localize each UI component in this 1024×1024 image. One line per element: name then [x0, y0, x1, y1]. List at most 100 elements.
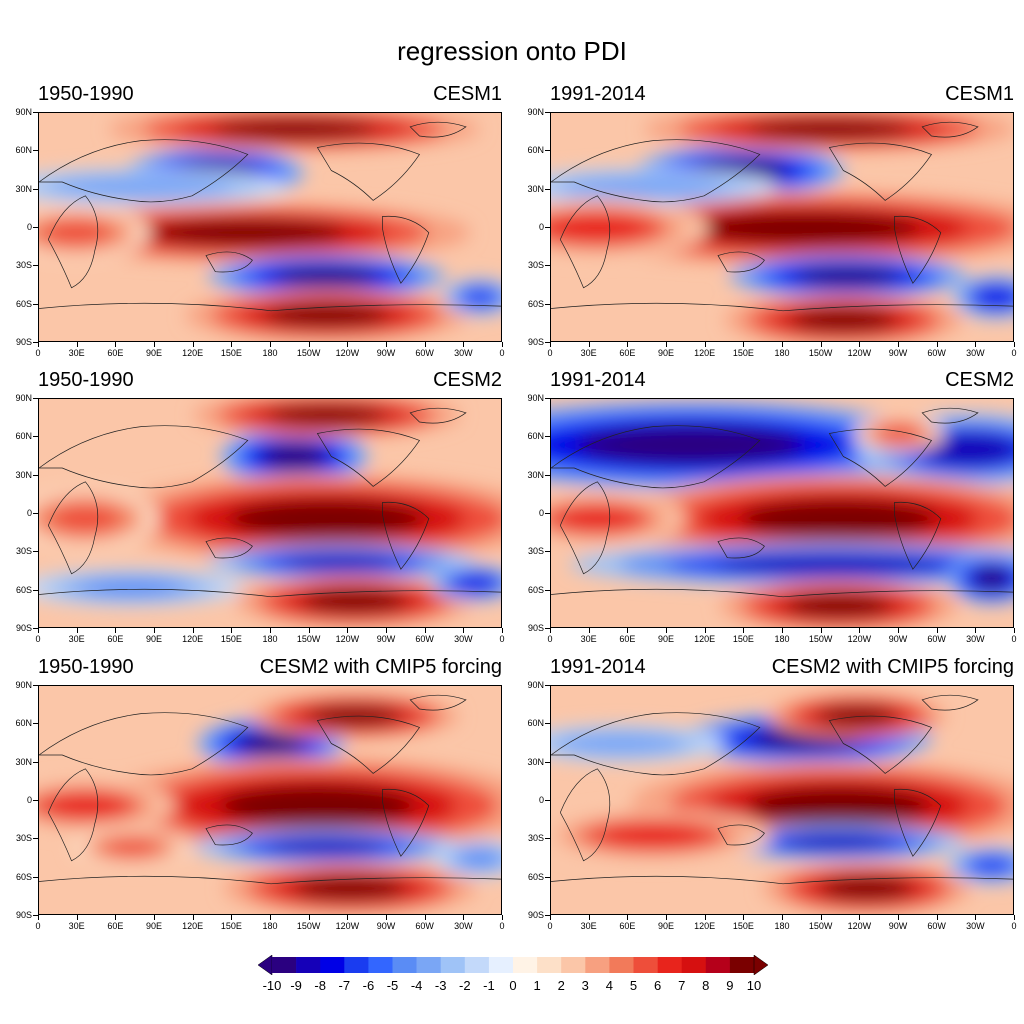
lon-tick-label: 120E — [694, 634, 716, 644]
negative-anomaly — [83, 579, 181, 596]
negative-anomaly — [460, 850, 500, 867]
lon-tick — [898, 342, 899, 347]
lat-tick-label: 30N — [15, 183, 32, 194]
lon-tick — [463, 915, 465, 920]
lon-tick — [743, 342, 745, 347]
lat-tick-label: 0 — [26, 508, 32, 518]
lon-tick-label: 0 — [1011, 348, 1017, 358]
lat-tick — [33, 838, 38, 840]
positive-anomaly — [879, 425, 919, 442]
coastline — [39, 588, 501, 598]
coastline — [551, 139, 761, 203]
lon-tick — [386, 342, 387, 347]
lat-tick-label: 0 — [538, 795, 544, 805]
lon-tick — [859, 915, 861, 920]
map-panel: 1950-1990 CESM2 90N 60N 30N 0 30S 60S 90S 0 30E 60E… — [15, 369, 504, 644]
lat-tick-label: 60S — [527, 298, 544, 309]
lon-tick-label: 90W — [888, 634, 908, 644]
lon-tick-label: 30W — [454, 348, 473, 358]
lon-tick — [743, 628, 745, 633]
coastline — [559, 481, 611, 575]
coastline — [205, 824, 253, 846]
lat-tick — [545, 398, 550, 399]
lon-tick-label: 0 — [35, 348, 41, 358]
panel-model-label: CESM2 — [433, 369, 502, 391]
lon-tick — [115, 628, 117, 633]
lon-tick — [820, 342, 822, 347]
lon-tick-label: 150E — [732, 348, 754, 358]
coastline — [894, 501, 942, 570]
lat-tick-label: 30N — [527, 469, 544, 480]
lon-tick-label: 30W — [454, 634, 473, 644]
lon-tick-label: 120E — [694, 348, 716, 358]
coastline — [382, 788, 430, 857]
lat-tick-label: 30N — [15, 469, 32, 480]
lon-tick-label: 150E — [220, 634, 242, 644]
lon-tick-label: 150W — [296, 348, 321, 358]
lat-tick-label: 30S — [527, 260, 544, 271]
lon-tick-label: 180 — [262, 348, 278, 358]
lat-tick-label: 30N — [527, 756, 544, 767]
lat-tick-label: 60N — [15, 431, 32, 442]
lon-tick — [975, 342, 977, 347]
lon-tick — [192, 342, 194, 347]
lat-tick-label: 30S — [15, 260, 32, 271]
lat-tick — [545, 150, 550, 152]
colorbar-tick-label: 3 — [581, 978, 589, 993]
positive-anomaly — [741, 499, 937, 538]
colorbar-tick-label: 8 — [702, 978, 710, 993]
lat-tick-label: 90N — [15, 107, 32, 117]
colorbar-tick-label: -7 — [338, 978, 351, 993]
lon-tick-label: 30E — [68, 921, 85, 931]
lat-tick-label: 90N — [527, 680, 544, 690]
colorbar-swatch — [513, 957, 538, 973]
lat-tick — [33, 800, 38, 801]
lon-tick — [424, 915, 426, 920]
negative-anomaly — [261, 443, 327, 470]
positive-anomaly — [52, 505, 118, 532]
lon-tick-label: 150E — [220, 348, 242, 358]
lon-tick — [154, 628, 155, 633]
regression-field — [551, 686, 1013, 914]
colorbar-swatch — [296, 957, 321, 973]
lat-tick-label: 60S — [15, 584, 32, 595]
lon-tick-label: 120E — [182, 634, 204, 644]
colorbar-swatch — [272, 957, 297, 973]
coastline — [409, 407, 467, 424]
map-plot-area — [550, 398, 1014, 628]
lon-tick — [424, 628, 426, 633]
colorbar-swatch — [633, 957, 658, 973]
lon-tick-label: 90E — [657, 348, 674, 358]
coastline — [828, 715, 933, 774]
coastline — [551, 425, 761, 489]
lon-tick-label: 180 — [774, 634, 790, 644]
coastlines — [551, 694, 1013, 885]
lon-tick-label: 90E — [657, 634, 674, 644]
negative-anomaly — [919, 433, 1013, 466]
coastline — [316, 715, 421, 774]
coastline — [409, 694, 467, 711]
lon-tick-label: 30E — [580, 348, 597, 358]
negative-anomaly — [972, 567, 1012, 590]
lon-tick-label: 0 — [35, 634, 41, 644]
colorbar-swatch — [464, 957, 490, 973]
positive-anomaly — [302, 590, 407, 613]
lon-tick — [231, 915, 233, 920]
positive-anomaly — [229, 499, 425, 538]
lat-tick — [545, 265, 550, 267]
lat-tick — [33, 188, 38, 190]
lon-tick-label: 30W — [966, 348, 985, 358]
lon-tick-label: 180 — [262, 921, 278, 931]
lon-tick — [76, 915, 78, 920]
lat-tick-label: 30S — [15, 833, 32, 844]
map-plot-area — [550, 112, 1014, 342]
lat-tick — [33, 303, 38, 305]
lon-tick — [704, 915, 706, 920]
lon-tick — [463, 628, 465, 633]
lat-tick — [545, 436, 550, 438]
lat-tick-label: 90N — [527, 107, 544, 117]
colorbar-tick-label: 1 — [533, 978, 541, 993]
lat-tick — [545, 342, 550, 343]
lon-tick-label: 90E — [145, 634, 162, 644]
lat-tick — [33, 474, 38, 476]
